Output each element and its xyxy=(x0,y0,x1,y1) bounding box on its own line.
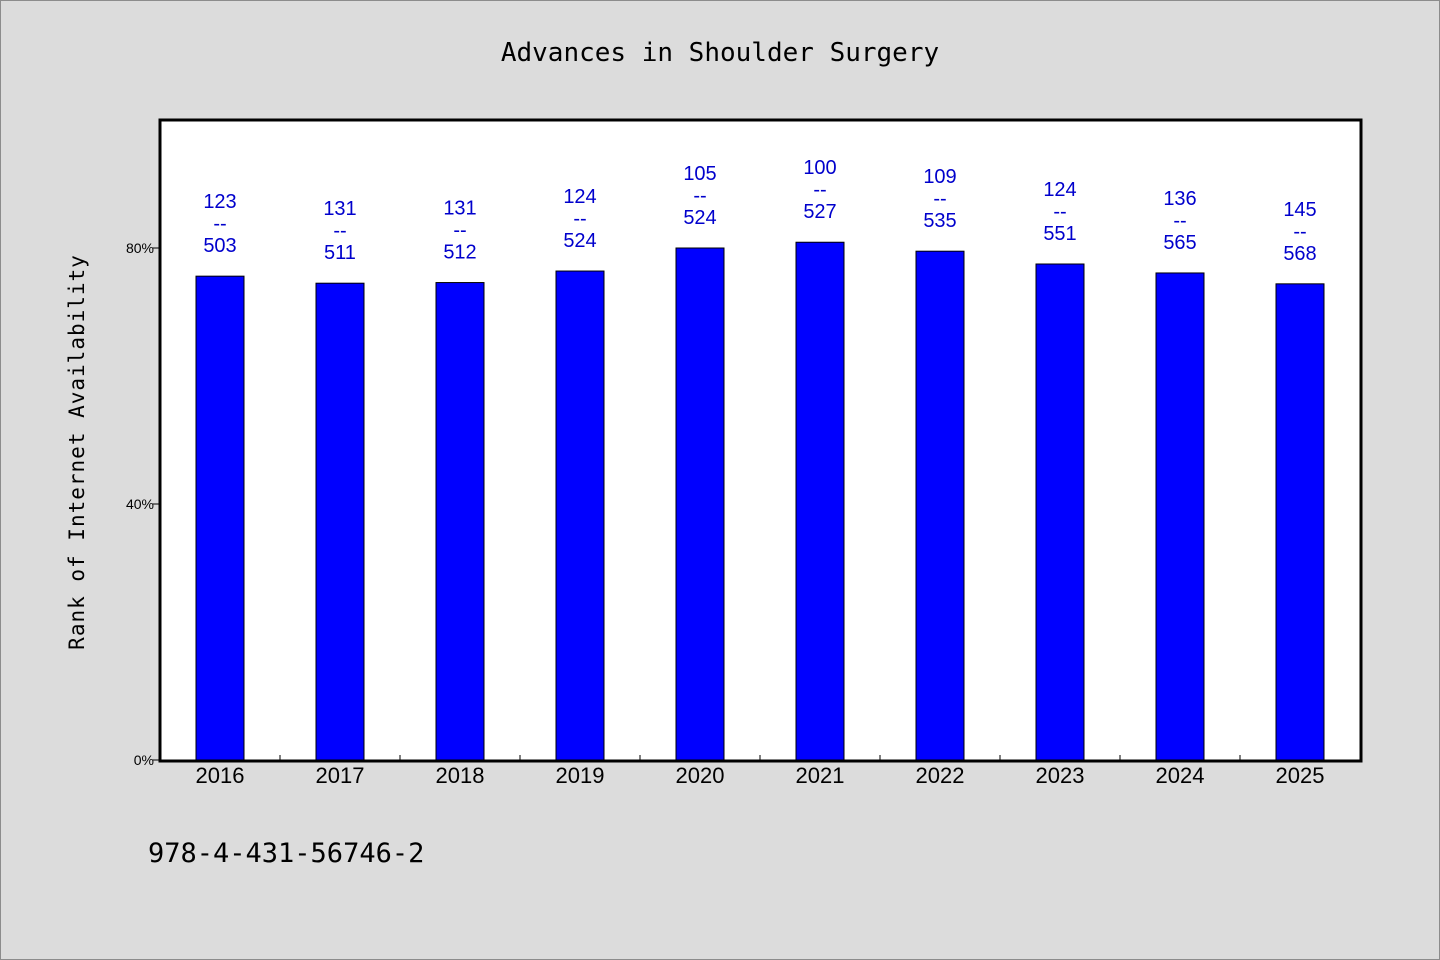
data-label: 511 xyxy=(324,242,356,264)
x-tick-label: 2024 xyxy=(1156,763,1205,788)
data-label: -- xyxy=(693,185,706,207)
bar xyxy=(555,270,605,761)
data-label: 131 xyxy=(323,198,356,220)
data-label: 535 xyxy=(923,210,956,232)
x-tick-label: 2016 xyxy=(196,763,245,788)
data-label: 136 xyxy=(1163,188,1196,210)
data-label: 123 xyxy=(203,191,236,213)
data-label: 568 xyxy=(1283,243,1316,265)
data-label: 124 xyxy=(1043,179,1076,201)
data-label: -- xyxy=(213,213,226,235)
data-label: 131 xyxy=(443,198,476,220)
data-label: -- xyxy=(1053,201,1066,223)
x-tick-label: 2022 xyxy=(916,763,965,788)
bar xyxy=(435,282,485,761)
data-label: 565 xyxy=(1163,232,1196,254)
y-tick-label: 0% xyxy=(134,752,154,768)
x-tick-label: 2023 xyxy=(1036,763,1085,788)
y-tick-label: 80% xyxy=(126,240,154,256)
data-label: -- xyxy=(333,220,346,242)
data-label: 512 xyxy=(443,242,476,264)
data-label: 551 xyxy=(1043,223,1076,245)
chart-title: Advances in Shoulder Surgery xyxy=(501,38,939,68)
data-label: -- xyxy=(933,188,946,210)
bar xyxy=(1155,272,1205,761)
data-label: -- xyxy=(453,220,466,242)
bar xyxy=(315,282,365,761)
data-label: -- xyxy=(1293,221,1306,243)
bar xyxy=(1275,283,1325,761)
data-label: 124 xyxy=(563,186,596,208)
data-label: -- xyxy=(573,208,586,230)
data-label: 100 xyxy=(803,157,836,179)
bar xyxy=(195,275,245,761)
x-tick-label: 2019 xyxy=(556,763,605,788)
data-label: 105 xyxy=(683,163,716,185)
bar xyxy=(675,247,725,761)
y-axis-label: Rank of Internet Availability xyxy=(65,254,89,650)
x-tick-label: 2017 xyxy=(316,763,365,788)
x-tick-label: 2025 xyxy=(1276,763,1325,788)
bar xyxy=(795,241,845,761)
bar xyxy=(1035,263,1085,761)
data-label: 145 xyxy=(1283,199,1316,221)
data-label: 527 xyxy=(803,201,836,223)
data-label: -- xyxy=(1173,210,1186,232)
data-label: 503 xyxy=(203,235,236,257)
bar xyxy=(915,250,965,761)
data-label: -- xyxy=(813,179,826,201)
x-tick-label: 2018 xyxy=(436,763,485,788)
x-tick-label: 2020 xyxy=(676,763,725,788)
chart-marks: 0%40%80%2016123--5032017131--5112018131-… xyxy=(126,157,1325,788)
footer-isbn: 978-4-431-56746-2 xyxy=(148,838,424,869)
data-label: 524 xyxy=(683,207,716,229)
data-label: 524 xyxy=(563,230,596,252)
data-label: 109 xyxy=(923,166,956,188)
y-tick-label: 40% xyxy=(126,496,154,512)
x-tick-label: 2021 xyxy=(796,763,845,788)
